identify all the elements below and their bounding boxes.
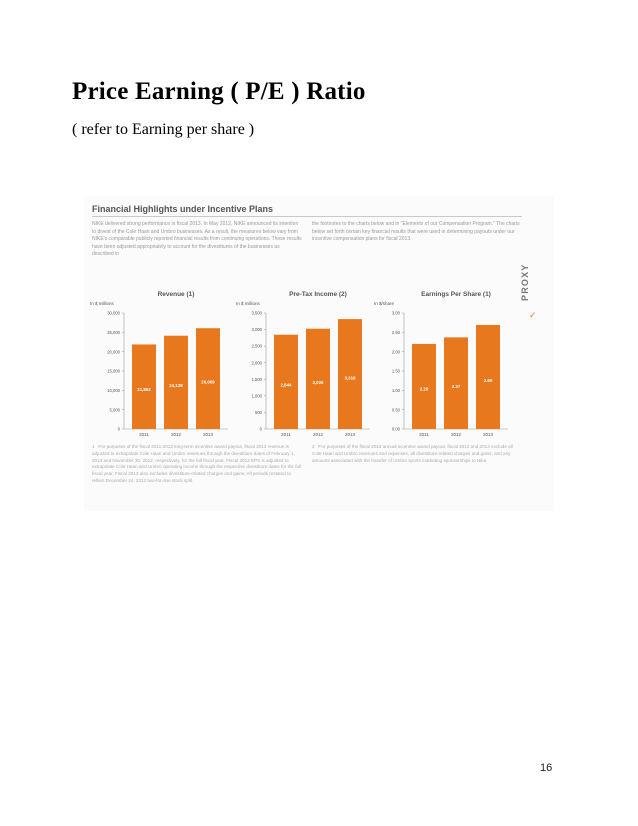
chart-2-ytick-label: 1.00 (392, 388, 401, 393)
chart-0-data-label-2012: 24,128 (169, 383, 183, 388)
chart-1-bar-2013 (338, 319, 362, 429)
chart-0-ylabel: In $ millions (90, 301, 115, 306)
footnote-2: 2 For purposes of the fiscal 2013 annual… (312, 444, 522, 464)
financial-highlights-figure: Financial Highlights under Incentive Pla… (84, 196, 554, 511)
chart-0-bar-2012 (164, 335, 188, 429)
page-subtitle: ( refer to Earning per share ) (72, 121, 255, 138)
chart-0-ytick-label: 15,000 (107, 369, 120, 374)
chart-1-category-label-2011: 2011 (281, 432, 291, 437)
chart-1-ytick-label: 500 (255, 410, 263, 415)
swoosh-icon: ✓ (529, 310, 537, 320)
chart-2-ytick-label: 2.50 (392, 330, 401, 335)
chart-2-ytick-label: 0.50 (392, 407, 401, 412)
proxy-side-label: PROXY (520, 263, 530, 301)
chart-0-ytick-label: 10,000 (107, 388, 120, 393)
bar-charts: Revenue (1) In $ millions 0 5,000 10,000 15,0… (90, 291, 508, 437)
chart-1-category-label-2013: 2013 (345, 432, 356, 437)
chart-2-data-label-2011: 2.20 (420, 387, 429, 392)
chart-0-data-label-2011: 21,862 (137, 387, 151, 392)
chart-2-ytick-label: 2.00 (392, 349, 401, 354)
chart-0-bar-2013 (196, 328, 220, 429)
chart-0-ytick-label: 25,000 (107, 330, 120, 335)
intro-paragraph-right: the footnotes to the charts below and in… (312, 221, 520, 243)
chart-0-data-label-2013: 26,069 (201, 380, 215, 385)
chart-1-ytick-label: 3,500 (252, 311, 263, 316)
chart-2-category-label-2011: 2011 (419, 432, 429, 437)
chart-2-ytick-label: 0.00 (392, 427, 401, 432)
chart-2-category-label-2012: 2012 (451, 432, 462, 437)
chart-0-category-label-2013: 2013 (203, 432, 214, 437)
chart-2-title: Earnings Per Share (1) (421, 291, 491, 298)
chart-2-bar-2011 (412, 343, 436, 429)
footnote-1-text: For purposes of the fiscal 2011-2013 lon… (92, 444, 302, 483)
chart-0-ytick-label: 30,000 (107, 311, 120, 316)
chart-0-ytick-label: 20,000 (107, 349, 120, 354)
heading-divider (92, 216, 522, 217)
chart-1-data-label-2011: 2,844 (281, 383, 293, 388)
chart-1-ytick-label: 0 (260, 427, 263, 432)
chart-1-bar-2012 (306, 328, 330, 429)
footnote-2-number: 2 (312, 444, 315, 449)
chart-0-category-label-2011: 2011 (139, 432, 149, 437)
footnote-1: 1 For purposes of the fiscal 2011-2013 l… (92, 444, 302, 485)
chart-1-data-label-2013: 3,316 (345, 376, 357, 381)
chart-2-data-label-2013: 2.69 (484, 378, 493, 383)
chart-1-ytick-label: 3,000 (252, 327, 263, 332)
footnote-1-number: 1 (92, 444, 95, 449)
intro-paragraph-left: NIKE delivered strong performance in fis… (92, 221, 302, 258)
page-number: 16 (540, 762, 553, 774)
chart-1-ytick-label: 1,500 (252, 377, 263, 382)
chart-0-ytick-label: 5,000 (110, 407, 121, 412)
chart-0-ytick-label: 0 (118, 427, 121, 432)
page-title: Price Earning ( P/E ) Ratio (72, 78, 366, 105)
chart-0-category-label-2012: 2012 (171, 432, 182, 437)
chart-2-data-label-2012: 2.37 (452, 384, 461, 389)
chart-1-ytick-label: 1,000 (252, 393, 263, 398)
chart-2-ytick-label: 1.50 (392, 369, 401, 374)
figure-heading: Financial Highlights under Incentive Pla… (92, 204, 274, 214)
chart-1-bar-2011 (274, 334, 298, 429)
chart-2-bar-2012 (444, 337, 468, 429)
chart-1-data-label-2012: 3,026 (313, 380, 325, 385)
chart-1-ytick-label: 2,000 (252, 360, 263, 365)
chart-1-title: Pre-Tax Income (2) (289, 291, 347, 298)
chart-2-ytick-label: 3.00 (392, 311, 401, 316)
footnote-2-text: For purposes of the fiscal 2013 annual i… (312, 444, 513, 463)
chart-0-title: Revenue (1) (158, 291, 195, 298)
chart-1-category-label-2012: 2012 (313, 432, 324, 437)
chart-2-category-label-2013: 2013 (483, 432, 494, 437)
chart-2-ylabel: In $/share (374, 301, 395, 306)
chart-1-ytick-label: 2,500 (252, 344, 263, 349)
chart-2-bar-2013 (476, 324, 500, 429)
chart-1-ylabel: In $ millions (236, 301, 261, 306)
chart-0-bar-2011 (132, 344, 156, 429)
